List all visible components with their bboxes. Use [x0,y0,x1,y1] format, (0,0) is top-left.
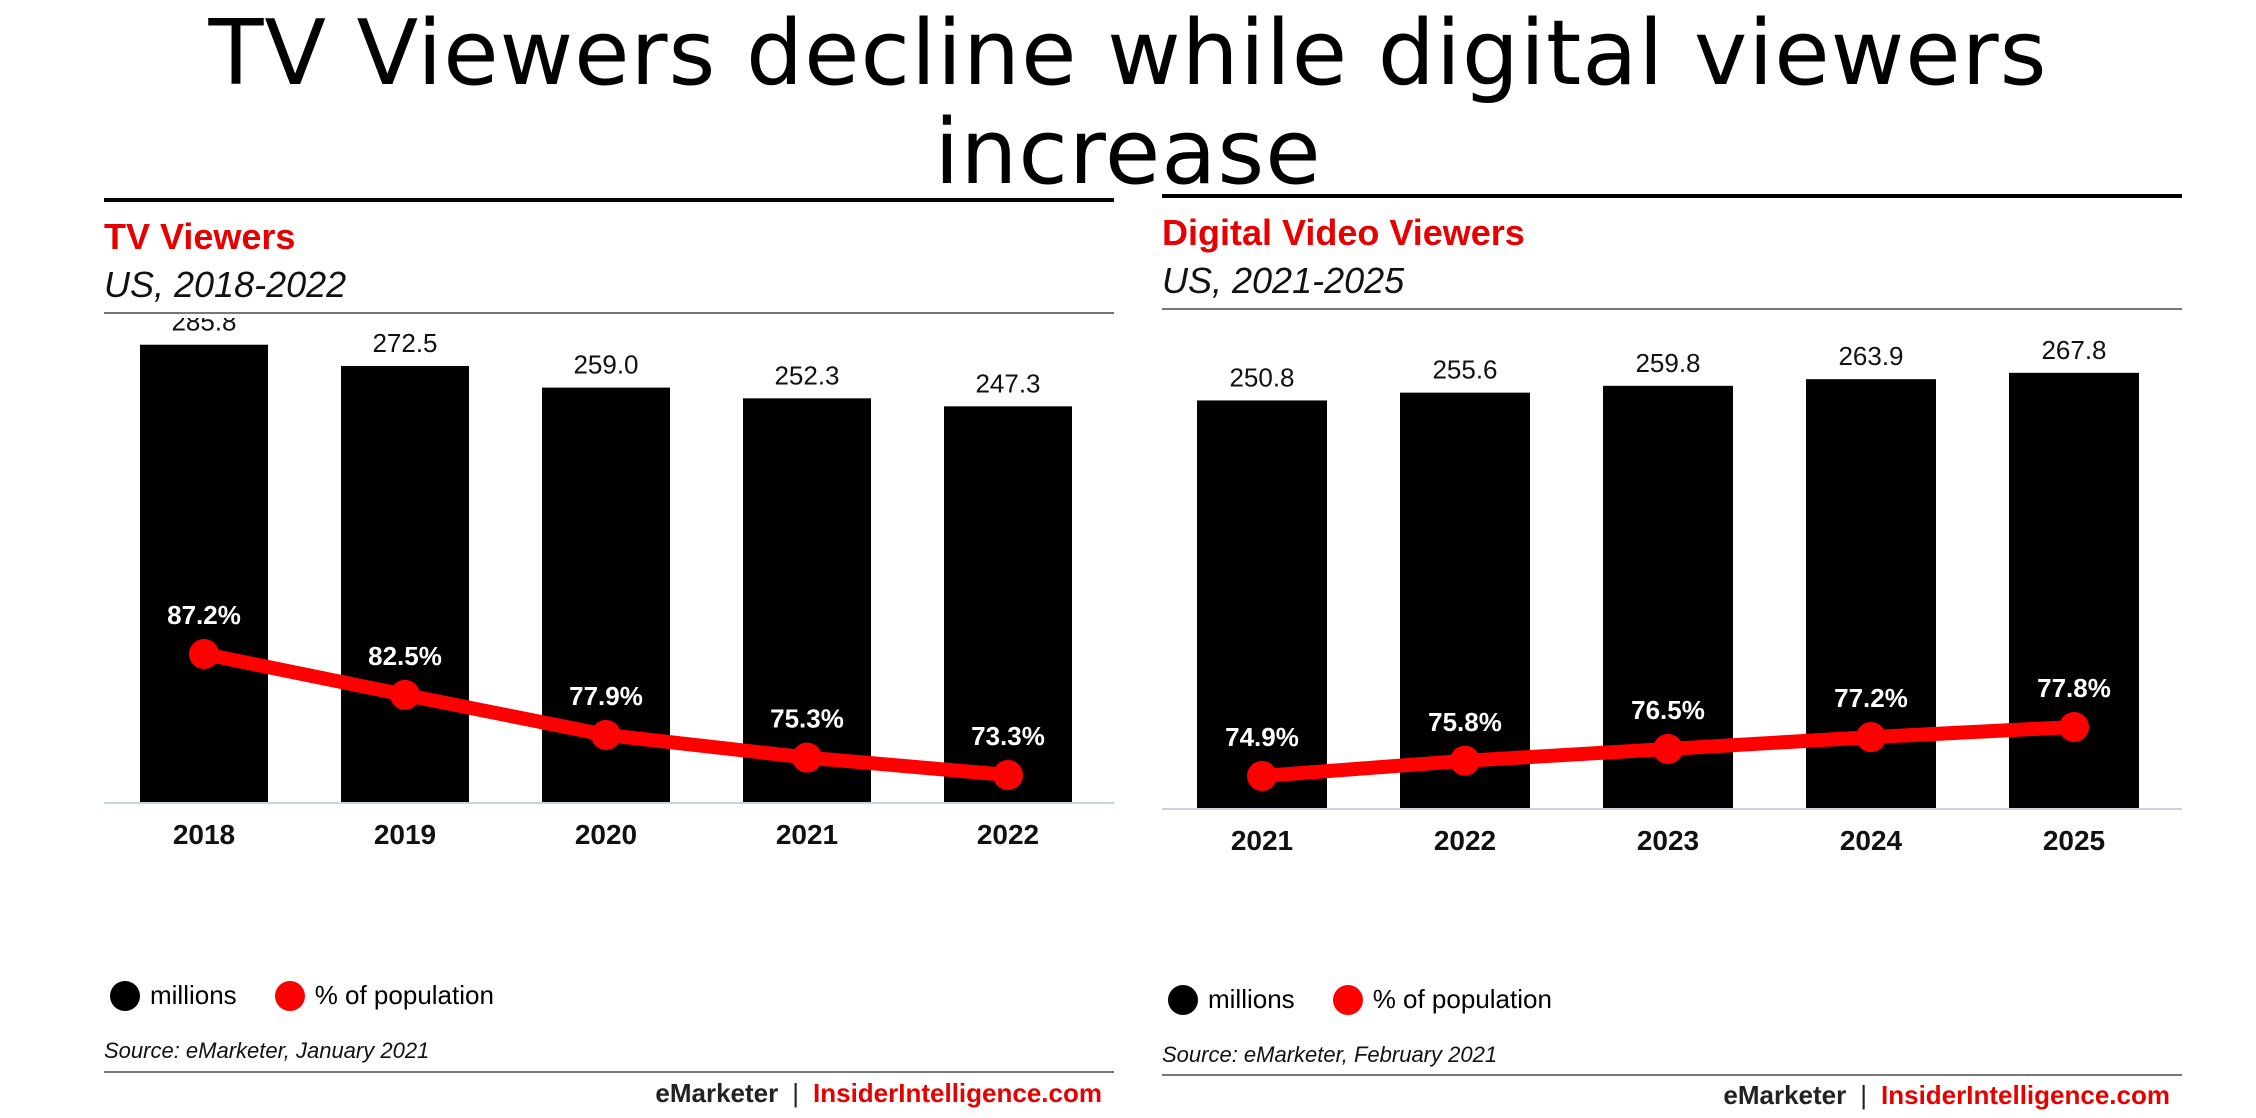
line-series: 87.2% 82.5% 77.9% 75.3% 73.3% [167,600,1045,790]
line-value-label: 77.8% [2037,673,2111,703]
bar-value-label: 263.9 [1838,341,1903,371]
legend-item-percent: % of population [274,980,494,1011]
line-point [1247,761,1277,791]
bar [1400,392,1530,808]
line-value-label: 87.2% [167,600,241,630]
bar-value-label: 272.5 [372,328,437,358]
line-value-label: 74.9% [1225,722,1299,752]
x-tick-label: 2024 [1840,825,1903,856]
legend-item-millions: millions [1168,984,1295,1015]
bar [944,406,1072,802]
brand-separator: | [1860,1080,1868,1110]
line-series: 74.9% 75.8% 76.5% 77.2% 77.8% [1225,673,2111,791]
brand-separator: | [792,1078,800,1108]
bar [341,366,469,802]
legend-label: millions [1208,984,1295,1014]
line-value-label: 75.3% [770,704,844,734]
x-tick-label: 2021 [1231,825,1293,856]
legend-label: % of population [314,980,494,1010]
source-note: Source: eMarketer, February 2021 [1162,1042,1498,1067]
top-rule [104,198,1114,202]
line-point [1653,733,1683,764]
brand-insider-link[interactable]: InsiderIntelligence.com [813,1078,1102,1108]
legend-label: millions [150,980,237,1010]
line-value-label: 73.3% [971,721,1045,751]
line-point [2059,712,2089,742]
chart-subtitle: US, 2018-2022 [104,264,347,305]
chart-title: Digital Video Viewers [1162,212,1525,253]
legend-item-millions: millions [110,980,237,1011]
line-point [1450,745,1480,776]
line-point [189,639,219,669]
bar-value-label: 247.3 [975,368,1040,398]
line-value-label: 82.5% [368,641,442,671]
x-tick-label: 2025 [2043,825,2105,856]
bar-value-label: 285.8 [171,318,236,337]
x-tick-label: 2022 [1434,825,1496,856]
line-point [591,719,621,750]
x-axis-labels: 2018 2019 2020 2021 2022 [173,819,1039,850]
legend-item-percent: % of population [1332,984,1552,1015]
brand-footer: eMarketer | InsiderIntelligence.com [1723,1080,2170,1111]
page-title: TV Viewers decline while digital viewers… [208,1,2048,205]
x-tick-label: 2023 [1637,825,1699,856]
legend-swatch-black [110,980,140,1011]
bar-value-label: 259.0 [573,350,638,380]
line-value-label: 77.9% [569,681,643,711]
chart-subtitle: US, 2021-2025 [1162,260,1405,301]
x-axis-labels: 2021 2022 2023 2024 2025 [1231,825,2105,856]
bar-value-label: 252.3 [774,360,839,390]
subtitle-rule [104,312,1114,314]
bottom-rule [104,1071,1114,1073]
bar-value-label: 259.8 [1635,348,1700,378]
bar-value-label: 267.8 [2041,335,2106,365]
bar [743,398,871,802]
line-point [993,760,1023,790]
brand-insider-link[interactable]: InsiderIntelligence.com [1881,1080,2170,1110]
x-tick-label: 2018 [173,819,235,850]
line-point [792,742,822,773]
top-rule [1162,194,2182,198]
source-note: Source: eMarketer, January 2021 [104,1038,430,1063]
x-tick-label: 2022 [977,819,1039,850]
brand-emarketer: eMarketer [1723,1080,1847,1110]
x-tick-label: 2019 [374,819,436,850]
line-value-label: 75.8% [1428,707,1502,737]
brand-footer: eMarketer | InsiderIntelligence.com [655,1078,1102,1109]
brand-emarketer: eMarketer [655,1078,779,1108]
bar [140,344,268,802]
bar [2009,372,2139,808]
chart-panel-digital-video-viewers: Digital Video Viewers US, 2021-2025 250.… [1162,194,2182,1114]
line-point [390,679,420,710]
chart-title: TV Viewers [104,216,296,257]
legend-swatch-black [1168,984,1198,1015]
x-tick-label: 2020 [575,819,637,850]
line-value-label: 76.5% [1631,695,1705,725]
bottom-rule [1162,1074,2182,1076]
line-point [1856,722,1886,753]
legend-label: % of population [1372,984,1552,1014]
bar-value-label: 255.6 [1432,355,1497,385]
legend-swatch-red [1332,984,1363,1015]
chart-panel-tv-viewers: TV Viewers US, 2018-2022 285.8 272.5 259.0… [104,198,1114,1118]
subtitle-rule [1162,308,2182,310]
legend: millions % of population [1168,984,1590,1015]
legend: millions % of population [110,980,532,1011]
x-tick-label: 2021 [776,819,838,850]
bar-value-label: 250.8 [1229,362,1294,392]
line-value-label: 77.2% [1834,683,1908,713]
bar-line-chart: 285.8 272.5 259.0 252.3 247.3 2018 2019 2020 202… [104,318,1114,850]
legend-swatch-red [274,980,305,1011]
bar [1197,400,1327,808]
